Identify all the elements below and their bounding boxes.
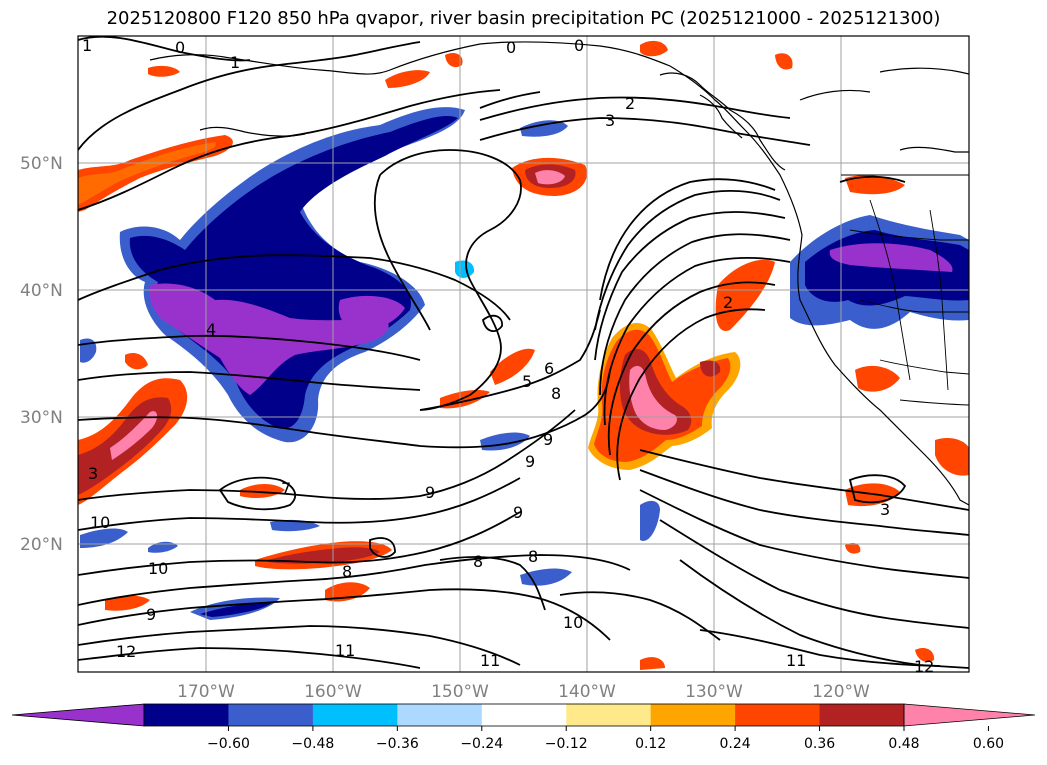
contour-label: 2 bbox=[723, 293, 733, 312]
colorbar-segment bbox=[312, 704, 398, 726]
contour-label: 9 bbox=[146, 605, 156, 624]
contour-label: 9 bbox=[525, 452, 535, 471]
contour-label: 0 bbox=[574, 36, 584, 55]
contour-label: 3 bbox=[880, 500, 890, 519]
lon-label: 140°W bbox=[558, 682, 616, 702]
positive-shading bbox=[78, 40, 969, 670]
colorbar-extend-high bbox=[903, 703, 1036, 727]
lon-label: 150°W bbox=[431, 682, 489, 702]
contour-label: 8 bbox=[342, 562, 352, 581]
contour-label: 3 bbox=[88, 464, 98, 483]
latitude-labels: 50°N 40°N 30°N 20°N bbox=[20, 154, 63, 555]
contour-label: 5 bbox=[522, 372, 532, 391]
colorbar-tick-label: −0.48 bbox=[291, 736, 334, 752]
colorbar-segment bbox=[735, 704, 821, 726]
colorbar-ticks: −0.60 −0.48 −0.36 −0.24 −0.12 0.12 0.24 0.36 0.4… bbox=[207, 726, 1004, 752]
colorbar-segment bbox=[566, 704, 652, 726]
colorbar-frame bbox=[143, 703, 905, 727]
lat-label: 40°N bbox=[20, 281, 63, 301]
contour-label: 3 bbox=[605, 111, 615, 130]
colorbar-segment bbox=[650, 704, 736, 726]
colorbar-tick-label: −0.60 bbox=[207, 736, 250, 752]
lat-label: 20°N bbox=[20, 535, 63, 555]
contour-label: 0 bbox=[175, 38, 185, 57]
contour-label: 4 bbox=[206, 320, 216, 339]
graticule bbox=[78, 36, 969, 672]
colorbar-tick-label: 0.12 bbox=[635, 736, 666, 752]
colorbar-tick-label: 0.24 bbox=[720, 736, 751, 752]
contour-label: 2 bbox=[625, 94, 635, 113]
contour-label: 9 bbox=[513, 503, 523, 522]
qvapor-contours bbox=[78, 36, 969, 669]
contour-label: 8 bbox=[551, 384, 561, 403]
lat-label: 30°N bbox=[20, 408, 63, 428]
contour-label: 0 bbox=[506, 38, 516, 57]
colorbar-segment bbox=[397, 704, 483, 726]
contour-labels: 0 1 0 0 2 3 4 5 6 8 9 9 9 9 7 8 8 8 10 1… bbox=[82, 36, 934, 676]
lon-label: 130°W bbox=[685, 682, 743, 702]
colorbar: −0.60 −0.48 −0.36 −0.24 −0.12 0.12 0.24 0.36 0.4… bbox=[11, 703, 1036, 752]
contour-label: 9 bbox=[425, 483, 435, 502]
colorbar-tick-label: 0.60 bbox=[973, 736, 1004, 752]
contour-label: 11 bbox=[335, 641, 355, 660]
lat-label: 50°N bbox=[20, 154, 63, 174]
contour-label: 10 bbox=[563, 613, 583, 632]
contour-label: 1 bbox=[230, 53, 240, 72]
colorbar-tick-label: 0.36 bbox=[804, 736, 835, 752]
colorbar-tick-label: −0.36 bbox=[376, 736, 419, 752]
contour-label: 8 bbox=[528, 547, 538, 566]
lon-label: 170°W bbox=[177, 682, 235, 702]
contour-label: 6 bbox=[544, 359, 554, 378]
lon-label: 160°W bbox=[304, 682, 362, 702]
contour-label: 11 bbox=[786, 651, 806, 670]
colorbar-extend-low bbox=[11, 703, 145, 727]
map-title: 2025120800 F120 850 hPa qvapor, river ba… bbox=[106, 8, 941, 29]
colorbar-segment bbox=[144, 704, 229, 726]
contour-label: 11 bbox=[480, 651, 500, 670]
colorbar-segment bbox=[819, 704, 905, 726]
colorbar-segment bbox=[481, 704, 567, 726]
contour-label: 7 bbox=[281, 479, 291, 498]
contour-label: 9 bbox=[543, 430, 553, 449]
contour-label: 10 bbox=[90, 513, 110, 532]
colorbar-segments bbox=[11, 703, 1036, 727]
contour-label: 8 bbox=[473, 552, 483, 571]
map-plot-area: 0 1 0 0 2 3 4 5 6 8 9 9 9 9 7 8 8 8 10 1… bbox=[78, 36, 969, 676]
colorbar-tick-label: −0.12 bbox=[545, 736, 588, 752]
contour-label: 10 bbox=[148, 559, 168, 578]
contour-label: 12 bbox=[116, 642, 136, 661]
contour-label: 1 bbox=[82, 36, 92, 55]
coastlines bbox=[149, 41, 969, 506]
longitude-labels: 170°W 160°W 150°W 140°W 130°W 120°W bbox=[177, 682, 870, 702]
contour-label: 12 bbox=[914, 657, 934, 676]
colorbar-segment bbox=[228, 704, 314, 726]
colorbar-tick-label: 0.48 bbox=[888, 736, 919, 752]
colorbar-tick-label: −0.24 bbox=[460, 736, 503, 752]
lon-label: 120°W bbox=[812, 682, 870, 702]
map-frame bbox=[77, 35, 970, 673]
